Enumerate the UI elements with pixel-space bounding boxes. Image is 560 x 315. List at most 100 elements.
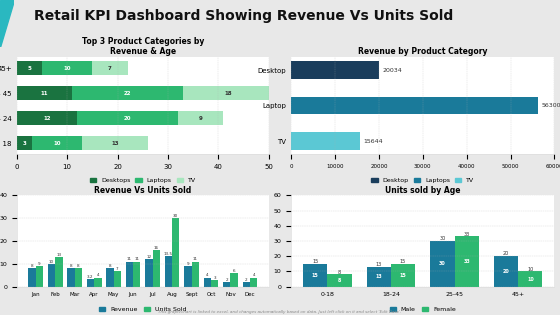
Title: Units sold by Age: Units sold by Age [385,186,460,195]
Bar [82,136,148,150]
Text: 11: 11 [41,90,48,95]
Bar [204,278,211,287]
Bar [211,280,218,287]
Bar [431,241,455,287]
Bar [183,86,274,100]
Text: 9: 9 [199,116,203,121]
Text: 13.5: 13.5 [164,252,173,256]
Bar [17,61,42,75]
Title: Top 3 Product Categories by
Revenue & Age: Top 3 Product Categories by Revenue & Ag… [82,37,204,56]
Bar [328,274,352,287]
Text: 20: 20 [503,251,509,256]
Text: 10: 10 [49,260,54,264]
Bar [106,268,114,287]
Text: 4: 4 [206,273,208,278]
Text: 30: 30 [439,261,446,266]
Bar [87,279,94,287]
Text: 2: 2 [245,278,248,282]
Text: 15: 15 [312,259,319,264]
Text: 8: 8 [109,264,111,268]
Bar [291,132,360,150]
Text: 5: 5 [27,66,31,71]
Text: This graph/chart is linked to excel, and changes automatically based on data. Ju: This graph/chart is linked to excel, and… [158,310,402,314]
Text: 15: 15 [400,259,406,264]
Bar [152,250,160,287]
Text: 13: 13 [56,253,62,257]
Text: 11: 11 [127,257,132,261]
Text: 13: 13 [376,274,382,279]
Bar [242,282,250,287]
Text: 10: 10 [53,140,61,146]
Polygon shape [0,0,14,47]
Bar [92,61,128,75]
Bar [114,271,121,287]
Text: 12: 12 [43,116,51,121]
Bar [184,266,192,287]
Bar [17,111,77,125]
Text: 3: 3 [22,140,26,146]
Bar [291,97,538,114]
Text: 18: 18 [225,90,232,95]
Text: 8: 8 [31,264,33,268]
Bar [94,278,101,287]
Text: 15: 15 [400,273,407,278]
Legend: Desktop, Laptops, TV: Desktop, Laptops, TV [369,175,477,186]
Bar [250,278,258,287]
Text: 20034: 20034 [382,67,402,72]
Text: 30: 30 [173,214,178,218]
Text: 16: 16 [153,246,159,250]
Text: 30: 30 [440,236,446,241]
Bar [133,261,141,287]
Text: 3.2: 3.2 [87,275,94,279]
Text: 10: 10 [527,267,534,272]
Text: Retail KPI Dashboard Showing Revenue Vs Units Sold: Retail KPI Dashboard Showing Revenue Vs … [34,9,453,23]
Text: 33: 33 [464,232,470,237]
Text: 9: 9 [186,262,189,266]
Bar [28,268,36,287]
Text: 3: 3 [213,276,216,280]
Bar [178,111,223,125]
Bar [291,61,379,79]
Bar [145,259,152,287]
Text: 8: 8 [338,270,341,275]
Bar [55,257,63,287]
Legend: Desktops, Laptops, TV: Desktops, Laptops, TV [87,175,198,186]
Bar [231,273,238,287]
Title: Revenue by Product Category: Revenue by Product Category [358,47,488,56]
Text: 11: 11 [134,257,139,261]
Text: 8: 8 [77,264,80,268]
Text: 8: 8 [69,264,72,268]
Bar [303,264,328,287]
Bar [367,267,391,287]
Bar [72,86,183,100]
Bar [518,272,543,287]
Bar [32,136,82,150]
Text: 11: 11 [193,257,198,261]
Text: 8: 8 [338,278,341,283]
Text: 33: 33 [463,259,470,264]
Bar [172,218,179,287]
Text: 20: 20 [124,116,132,121]
Bar [455,236,479,287]
Bar [494,256,518,287]
Bar [391,264,415,287]
Bar [125,261,133,287]
Text: 10: 10 [63,66,71,71]
Bar [77,111,178,125]
Text: 4: 4 [96,273,99,278]
Bar [74,268,82,287]
Text: 7: 7 [108,66,112,71]
Bar [42,61,92,75]
Text: 6: 6 [233,269,235,273]
Bar [36,266,43,287]
Text: 13: 13 [376,262,382,267]
Bar [165,256,172,287]
Text: 2: 2 [226,278,228,282]
Bar [17,136,32,150]
Text: 20: 20 [503,269,510,274]
Bar [223,282,231,287]
Text: 4: 4 [253,273,255,278]
Text: 7: 7 [116,266,119,271]
Title: Revenue Vs Units Sold: Revenue Vs Units Sold [94,186,192,195]
Text: 10: 10 [527,277,534,282]
